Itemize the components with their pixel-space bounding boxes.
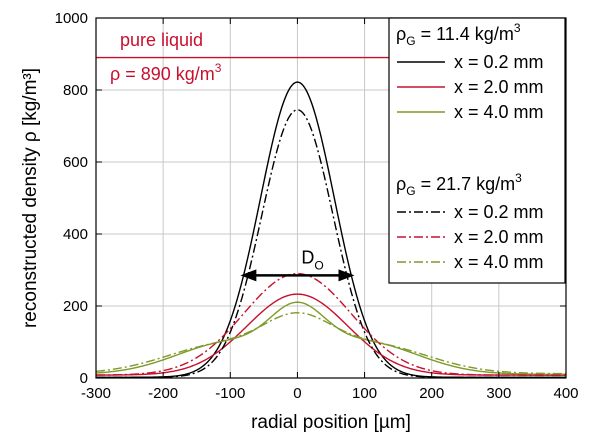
x-tick-label: -300 — [81, 385, 111, 402]
do-arrow-head-left — [240, 269, 257, 282]
y-tick-label: 400 — [63, 226, 88, 243]
x-tick-label: 0 — [293, 385, 301, 402]
series-lines — [95, 81, 566, 378]
series-line-rho11-2 — [95, 301, 566, 376]
plot-frame — [95, 17, 567, 379]
legend-entry-label: x = 0.2 mm — [454, 52, 544, 72]
do-arrow-head-right — [338, 269, 355, 282]
reference-line-group: pure liquid ρ = 890 kg/m3 — [96, 30, 566, 84]
y-tick-label: 600 — [63, 154, 88, 171]
pure-liquid-label: pure liquid — [120, 30, 203, 50]
x-tick-label: -200 — [148, 385, 178, 402]
pure-liquid-density-label: ρ = 890 kg/m3 — [110, 61, 222, 84]
legend-group-header-0: ρG = 11.4 kg/m3 — [396, 21, 521, 48]
legend-group-header-1: ρG = 21.7 kg/m3 — [396, 171, 522, 198]
y-tick-label: 0 — [80, 370, 88, 387]
y-tick-label: 1000 — [55, 10, 88, 27]
do-annotation: DO — [240, 247, 355, 282]
x-tick-label: 100 — [352, 385, 377, 402]
x-tick-label: 400 — [553, 385, 578, 402]
x-axis-title: radial position [µm] — [251, 412, 411, 433]
x-tick-label: -100 — [215, 385, 245, 402]
x-tick-label: 200 — [419, 385, 444, 402]
legend-entry-label: x = 4.0 mm — [454, 102, 544, 122]
legend-entry-label: x = 0.2 mm — [454, 202, 544, 222]
legend-entry-label: x = 2.0 mm — [454, 77, 544, 97]
y-axis-title: reconstructed density ρ [kg/m³] — [20, 68, 41, 328]
x-tick-label: 300 — [486, 385, 511, 402]
legend-entry-label: x = 2.0 mm — [454, 227, 544, 247]
axis-labels: -300 -200 -100 0 100 200 300 400 0 200 400 600 800 10… — [20, 10, 579, 433]
legend-entry-label: x = 4.0 mm — [454, 252, 544, 272]
y-tick-label: 200 — [63, 298, 88, 315]
y-tick-label: 800 — [63, 82, 88, 99]
series-line-rho21-5 — [95, 312, 566, 375]
do-label: DO — [301, 247, 323, 272]
series-line-rho21-4 — [95, 272, 566, 376]
legend: ρG = 11.4 kg/m3 x = 0.2 mm x = 2.0 mm x = 4… — [388, 17, 566, 284]
series-line-rho21-3 — [96, 109, 566, 378]
